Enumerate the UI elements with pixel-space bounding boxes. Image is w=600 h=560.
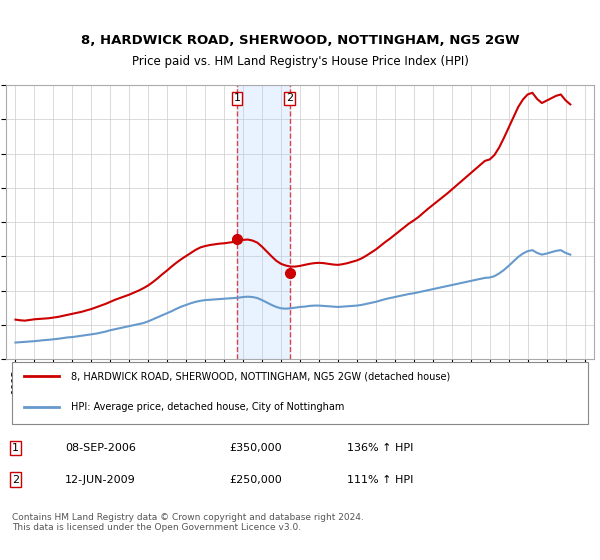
Bar [237,85,290,359]
Text: 8, HARDWICK ROAD, SHERWOOD, NOTTINGHAM, NG5 2GW: 8, HARDWICK ROAD, SHERWOOD, NOTTINGHAM, … [80,34,520,47]
Text: HPI: Average price, detached house, City of Nottingham: HPI: Average price, detached house, City… [71,402,344,412]
Text: 08-SEP-2006: 08-SEP-2006 [65,443,136,453]
Text: 2: 2 [12,474,19,484]
FancyBboxPatch shape [12,362,588,424]
Text: 1: 1 [234,94,241,104]
Text: 8, HARDWICK ROAD, SHERWOOD, NOTTINGHAM, NG5 2GW (detached house): 8, HARDWICK ROAD, SHERWOOD, NOTTINGHAM, … [71,371,450,381]
Text: £350,000: £350,000 [229,443,282,453]
Text: 12-JUN-2009: 12-JUN-2009 [65,474,136,484]
Text: £250,000: £250,000 [229,474,282,484]
Text: 136% ↑ HPI: 136% ↑ HPI [347,443,413,453]
Text: Price paid vs. HM Land Registry's House Price Index (HPI): Price paid vs. HM Land Registry's House … [131,55,469,68]
Text: 2: 2 [286,94,293,104]
Text: 1: 1 [12,443,19,453]
Text: 111% ↑ HPI: 111% ↑ HPI [347,474,413,484]
Text: Contains HM Land Registry data © Crown copyright and database right 2024.
This d: Contains HM Land Registry data © Crown c… [12,512,364,532]
